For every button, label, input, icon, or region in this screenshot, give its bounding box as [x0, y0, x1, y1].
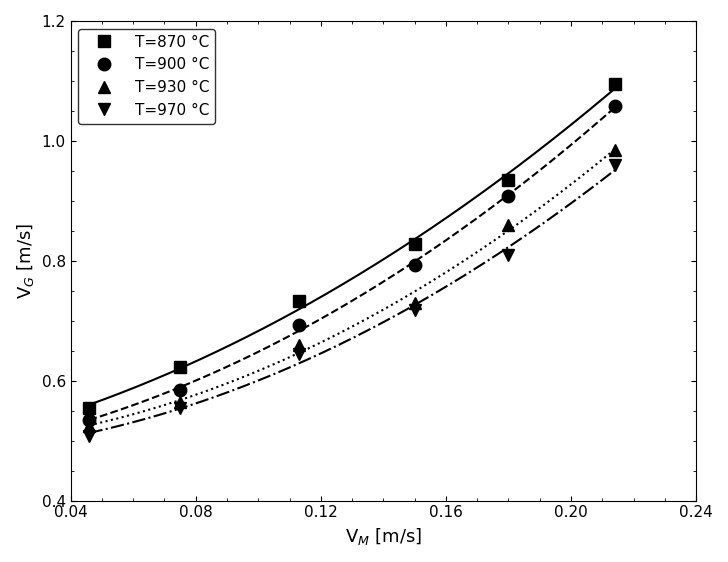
- T=930 °C: [85, 422, 94, 429]
- T=900 °C: [85, 416, 94, 423]
- T=970 °C: [175, 404, 184, 411]
- T=900 °C: [504, 193, 513, 200]
- T=870 °C: [85, 404, 94, 411]
- T=900 °C: [295, 321, 304, 328]
- T=900 °C: [411, 262, 419, 269]
- Y-axis label: V$_G$ [m/s]: V$_G$ [m/s]: [15, 223, 36, 299]
- T=970 °C: [504, 251, 513, 258]
- T=870 °C: [411, 241, 419, 247]
- T=970 °C: [295, 350, 304, 357]
- T=870 °C: [611, 80, 620, 87]
- T=870 °C: [175, 364, 184, 370]
- Legend: T=870 °C, T=900 °C, T=930 °C, T=970 °C: T=870 °C, T=900 °C, T=930 °C, T=970 °C: [79, 29, 215, 124]
- T=870 °C: [295, 298, 304, 305]
- Line: T=970 °C: T=970 °C: [83, 158, 621, 442]
- T=930 °C: [504, 221, 513, 228]
- Line: T=930 °C: T=930 °C: [83, 144, 621, 432]
- T=930 °C: [295, 341, 304, 348]
- T=930 °C: [175, 398, 184, 405]
- T=870 °C: [504, 176, 513, 183]
- T=930 °C: [411, 300, 419, 306]
- T=900 °C: [611, 103, 620, 110]
- Line: T=870 °C: T=870 °C: [83, 78, 621, 414]
- T=970 °C: [85, 433, 94, 439]
- T=930 °C: [611, 147, 620, 153]
- T=970 °C: [411, 307, 419, 314]
- T=970 °C: [611, 161, 620, 168]
- T=900 °C: [175, 386, 184, 393]
- X-axis label: V$_M$ [m/s]: V$_M$ [m/s]: [345, 526, 422, 547]
- Line: T=900 °C: T=900 °C: [83, 100, 621, 426]
